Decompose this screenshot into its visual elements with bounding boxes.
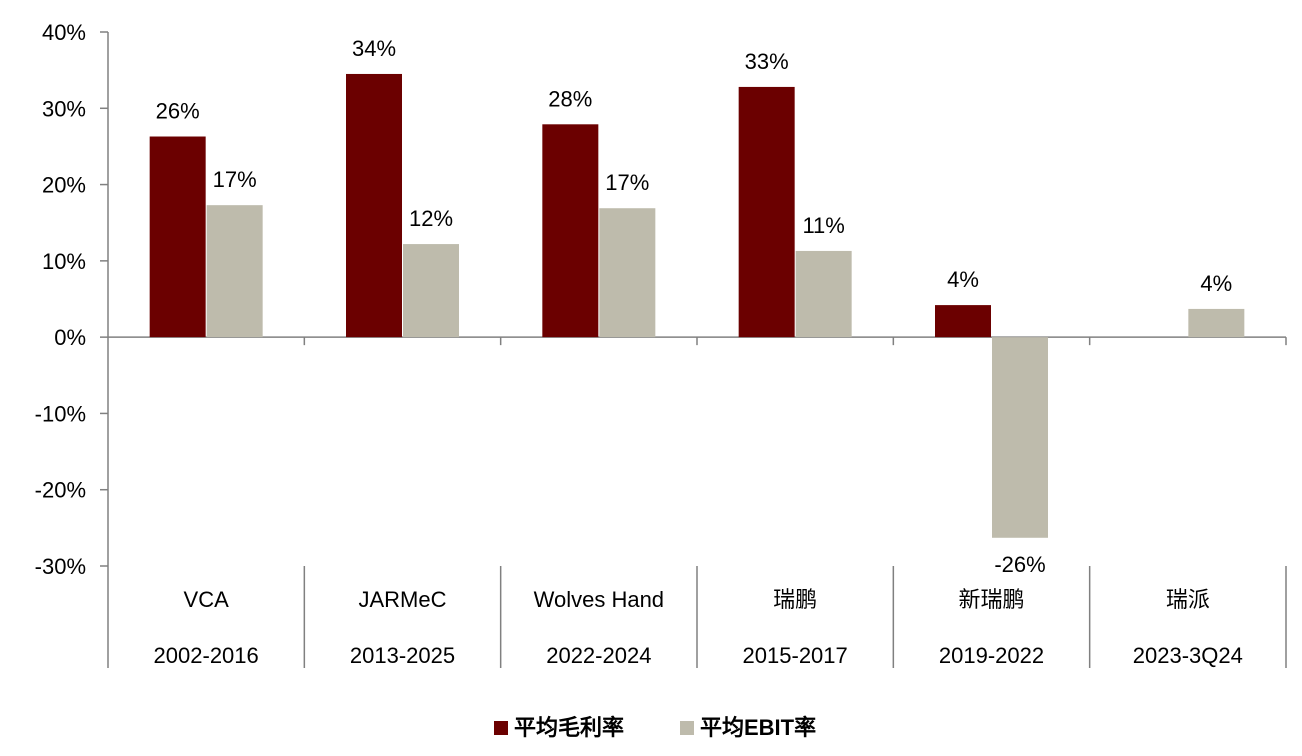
data-label: 33% bbox=[745, 49, 789, 74]
legend-label: 平均EBIT率 bbox=[700, 715, 816, 740]
data-label: -26% bbox=[994, 552, 1045, 577]
data-label: 12% bbox=[409, 206, 453, 231]
period-label: 2022-2024 bbox=[546, 643, 651, 668]
bar-gross-margin bbox=[738, 86, 795, 338]
bar-ebit-margin bbox=[992, 337, 1048, 538]
period-label: 2015-2017 bbox=[743, 643, 848, 668]
period-label: 2013-2025 bbox=[350, 643, 455, 668]
y-tick-label: -30% bbox=[35, 554, 86, 579]
category-label: Wolves Hand bbox=[534, 587, 664, 612]
data-label: 11% bbox=[802, 213, 844, 238]
category-label: JARMeC bbox=[358, 587, 446, 612]
data-label: 17% bbox=[213, 167, 257, 192]
y-tick-label: -20% bbox=[35, 478, 86, 503]
data-label: 4% bbox=[947, 267, 979, 292]
category-label: 瑞派 bbox=[1166, 587, 1210, 612]
data-label: 17% bbox=[605, 170, 649, 195]
bar-gross-margin bbox=[149, 136, 206, 338]
bar-ebit-margin bbox=[795, 250, 852, 338]
legend-swatch bbox=[680, 721, 694, 735]
bar-ebit-margin bbox=[599, 208, 656, 338]
y-tick-label: 10% bbox=[42, 249, 86, 274]
y-tick-label: 30% bbox=[42, 96, 86, 121]
data-label: 26% bbox=[156, 99, 200, 124]
bar-ebit-margin bbox=[1188, 308, 1245, 338]
y-tick-label: -10% bbox=[35, 401, 86, 426]
period-label: 2023-3Q24 bbox=[1133, 643, 1243, 668]
bar-gross-margin bbox=[346, 73, 402, 338]
y-tick-label: 0% bbox=[54, 325, 86, 350]
data-label: 28% bbox=[548, 86, 592, 111]
y-tick-label: 40% bbox=[42, 20, 86, 45]
bar-gross-margin bbox=[935, 305, 991, 338]
legend-swatch bbox=[494, 721, 508, 735]
period-label: 2002-2016 bbox=[154, 643, 259, 668]
bar-ebit-margin bbox=[403, 244, 459, 338]
period-label: 2019-2022 bbox=[939, 643, 1044, 668]
data-label: 4% bbox=[1200, 271, 1232, 296]
category-label: 新瑞鹏 bbox=[958, 587, 1024, 612]
category-label: 瑞鹏 bbox=[773, 587, 817, 612]
category-label: VCA bbox=[184, 587, 230, 612]
data-label: 34% bbox=[352, 36, 396, 61]
bar-gross-margin bbox=[542, 124, 599, 338]
y-tick-label: 20% bbox=[42, 173, 86, 198]
bar-ebit-margin bbox=[206, 205, 263, 338]
legend-label: 平均毛利率 bbox=[514, 715, 624, 740]
